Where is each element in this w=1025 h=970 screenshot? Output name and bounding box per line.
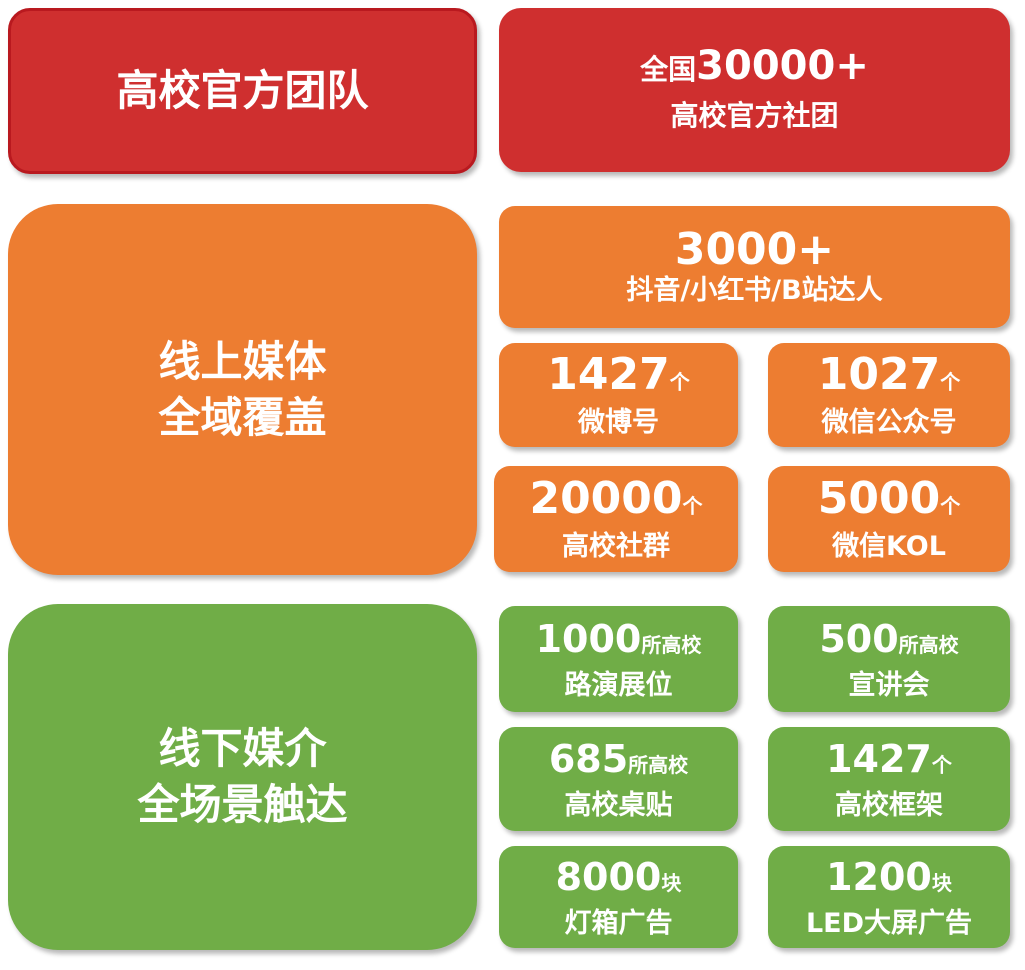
card-number: 1427 — [826, 737, 932, 781]
card-value: 1027个 — [817, 348, 961, 406]
team-title-box: 高校官方团队 — [8, 8, 477, 174]
card-unit: 个 — [682, 493, 703, 518]
offline-card: 1200块 LED大屏广告 — [768, 846, 1010, 948]
card-label: 宣讲会 — [848, 670, 930, 701]
card-label: 微信公众号 — [821, 406, 957, 438]
offline-title-box: 线下媒介 全场景触达 — [8, 604, 477, 950]
offline-title-line1: 线下媒介 — [158, 724, 327, 773]
team-stat-number: 30000+ — [696, 43, 869, 89]
card-label: 微信KOL — [832, 530, 946, 562]
card-label: 高校桌贴 — [564, 790, 673, 821]
online-title-box: 线上媒体 全域覆盖 — [8, 204, 477, 575]
card-label: 高校社群 — [562, 530, 670, 562]
card-number: 500 — [819, 617, 899, 661]
card-unit: 块 — [661, 871, 682, 895]
offline-card: 500所高校 宣讲会 — [768, 606, 1010, 712]
card-label: 抖音/小红书/B站达人 — [626, 275, 883, 306]
card-label: 路演展位 — [564, 670, 673, 701]
card-unit: 个 — [931, 753, 952, 777]
offline-title-line2: 全场景触达 — [137, 780, 348, 829]
card-number: 5000 — [817, 472, 941, 524]
card-label: LED大屏广告 — [805, 908, 973, 939]
card-number: 20000 — [529, 472, 683, 524]
card-value: 1000所高校 — [536, 615, 702, 669]
card-label: 灯箱广告 — [564, 908, 673, 939]
online-card: 1427个 微博号 — [499, 343, 738, 447]
team-stat-label: 高校官方社团 — [670, 99, 839, 132]
card-number: 685 — [548, 737, 629, 781]
card-unit: 所高校 — [898, 633, 959, 657]
card-value: 5000个 — [817, 472, 961, 530]
team-stat-prefix: 全国 — [640, 53, 697, 86]
card-value: 500所高校 — [819, 615, 958, 669]
card-unit: 所高校 — [641, 633, 702, 657]
offline-card: 8000块 灯箱广告 — [499, 846, 738, 948]
card-number: 1200 — [826, 855, 932, 899]
card-unit: 所高校 — [628, 753, 689, 777]
online-top-card: 3000+ 抖音/小红书/B站达人 — [499, 206, 1010, 328]
card-value: 1427个 — [826, 735, 952, 789]
card-unit: 个 — [669, 369, 690, 394]
card-number: 1027 — [817, 348, 941, 400]
card-unit: 块 — [931, 871, 952, 895]
card-number: 1000 — [535, 617, 642, 661]
online-card: 5000个 微信KOL — [768, 466, 1010, 572]
card-label: 高校框架 — [835, 790, 943, 821]
online-card: 20000个 高校社群 — [494, 466, 738, 572]
team-title: 高校官方团队 — [116, 66, 369, 115]
card-value: 685所高校 — [549, 735, 688, 789]
offline-card: 1427个 高校框架 — [768, 727, 1010, 831]
online-title-line1: 线上媒体 — [158, 336, 327, 386]
card-value: 1200块 — [826, 853, 952, 907]
card-number: 3000+ — [674, 224, 835, 275]
online-title-line2: 全域覆盖 — [158, 392, 327, 442]
card-value: 8000块 — [556, 853, 682, 907]
team-stat-line: 全国30000+ — [640, 44, 869, 96]
card-unit: 个 — [940, 493, 961, 518]
card-number: 1427 — [547, 348, 670, 400]
online-card: 1027个 微信公众号 — [768, 343, 1010, 447]
team-stat-box: 全国30000+ 高校官方社团 — [499, 8, 1010, 172]
offline-card: 685所高校 高校桌贴 — [499, 727, 738, 831]
card-unit: 个 — [940, 369, 961, 394]
card-value: 1427个 — [547, 348, 690, 406]
card-value: 20000个 — [529, 472, 703, 530]
card-number: 8000 — [555, 855, 662, 899]
offline-card: 1000所高校 路演展位 — [499, 606, 738, 712]
card-label: 微博号 — [578, 406, 659, 438]
